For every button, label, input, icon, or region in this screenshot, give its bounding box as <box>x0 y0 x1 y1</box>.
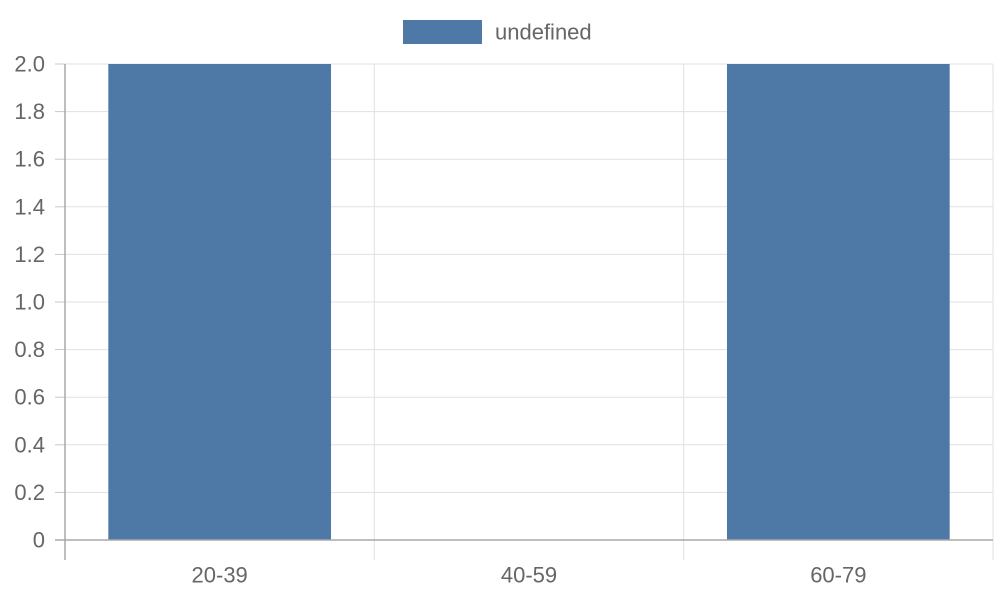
legend-swatch <box>403 20 482 44</box>
x-tick-label: 20-39 <box>192 563 248 588</box>
tick-labels: 0 0.2 0.4 0.6 0.8 1.0 1.2 1.4 1.6 1.8 2.0 20-39 40-5… <box>14 52 866 588</box>
y-tick-label: 0.6 <box>14 385 45 410</box>
bar-20-39[interactable] <box>108 64 332 540</box>
y-tick-label: 0.8 <box>14 337 45 362</box>
bars <box>108 64 950 540</box>
legend[interactable]: undefined <box>403 20 592 45</box>
x-tick-label: 60-79 <box>810 563 866 588</box>
y-tick-label: 0.2 <box>14 480 45 505</box>
y-tick-label: 0.4 <box>14 432 45 457</box>
x-tick-label: 40-59 <box>501 563 557 588</box>
axes <box>55 63 993 560</box>
bar-60-79[interactable] <box>726 64 950 540</box>
y-tick-label: 1.4 <box>14 194 45 219</box>
y-tick-label: 1.6 <box>14 147 45 172</box>
y-tick-label: 1.2 <box>14 242 45 267</box>
y-tick-label: 1.8 <box>14 99 45 124</box>
y-tick-label: 1.0 <box>14 290 45 315</box>
y-tick-label: 0 <box>33 528 45 553</box>
legend-label: undefined <box>495 20 592 45</box>
y-tick-label: 2.0 <box>14 52 45 77</box>
